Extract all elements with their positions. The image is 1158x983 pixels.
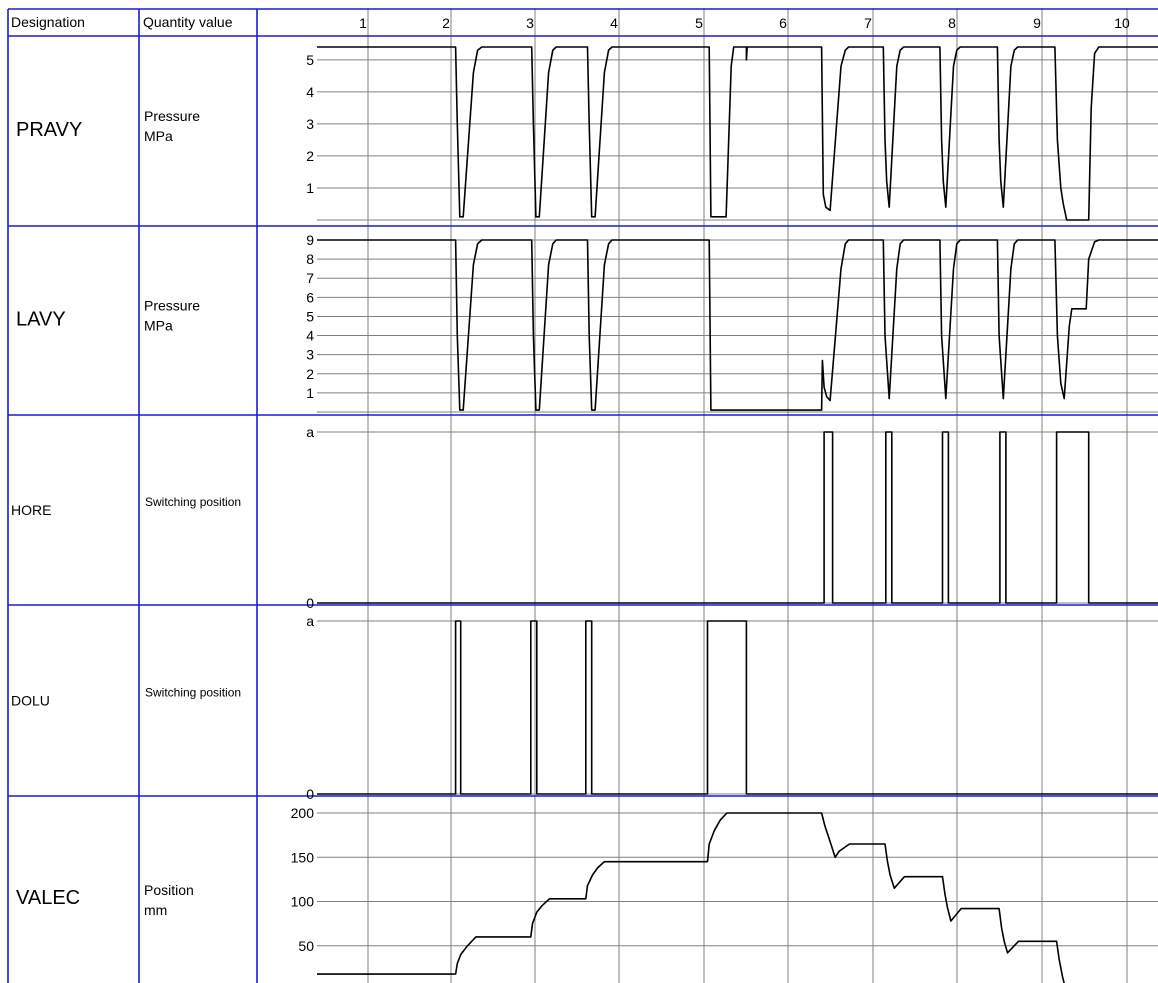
step-label-3: 3 xyxy=(526,15,534,31)
quantity-valec-mm: mm xyxy=(144,902,167,918)
table-frame xyxy=(7,8,1158,983)
step-label-6: 6 xyxy=(779,15,787,31)
grid-lines xyxy=(317,8,1158,983)
designation-lavy: LAVY xyxy=(16,309,66,331)
tick-pravy-5: 5 xyxy=(306,52,314,68)
designation-dolu: DOLU xyxy=(11,693,50,709)
tick-dolu-0: 0 xyxy=(306,786,314,802)
tick-dolu-a: a xyxy=(306,613,314,629)
tick-lavy-8: 8 xyxy=(306,251,314,267)
labels: Designation Quantity value 1 2 3 4 5 6 7 8 9 10PR… xyxy=(11,14,1130,954)
tick-hore-a: a xyxy=(306,424,314,440)
quantity-valec-position: Position xyxy=(144,882,194,898)
tick-valec-150: 150 xyxy=(291,849,315,865)
tick-valec-200: 200 xyxy=(291,805,315,821)
quantity-pravy-mpa: MPa xyxy=(144,128,173,144)
signal-traces xyxy=(317,46,1158,983)
tick-pravy-1: 1 xyxy=(306,180,314,196)
step-label-2: 2 xyxy=(442,15,450,31)
designation-valec: VALEC xyxy=(16,887,80,909)
tick-pravy-2: 2 xyxy=(306,148,314,164)
tick-lavy-9: 9 xyxy=(306,232,314,248)
step-label-5: 5 xyxy=(695,15,703,31)
header-quantity-value: Quantity value xyxy=(143,14,233,30)
header-designation: Designation xyxy=(11,14,85,30)
tick-lavy-6: 6 xyxy=(306,289,314,305)
step-label-1: 1 xyxy=(359,15,367,31)
quantity-lavy-mpa: MPa xyxy=(144,318,173,334)
quantity-dolu-switching-position: Switching position xyxy=(145,686,241,700)
tick-lavy-2: 2 xyxy=(306,366,314,382)
quantity-hore-switching-position: Switching position xyxy=(145,495,241,509)
tick-pravy-3: 3 xyxy=(306,116,314,132)
step-label-9: 9 xyxy=(1033,15,1041,31)
step-label-8: 8 xyxy=(948,15,956,31)
quantity-lavy-pressure: Pressure xyxy=(144,298,200,314)
designation-hore: HORE xyxy=(11,502,51,518)
quantity-pravy-pressure: Pressure xyxy=(144,108,200,124)
trace-valec xyxy=(317,812,1065,983)
trace-dolu xyxy=(317,620,1158,795)
trace-lavy xyxy=(317,239,1158,411)
tick-pravy-4: 4 xyxy=(306,84,314,100)
tick-valec-50: 50 xyxy=(298,938,314,954)
trace-pravy xyxy=(317,46,1158,221)
trace-hore xyxy=(317,431,1158,604)
tick-lavy-3: 3 xyxy=(306,347,314,363)
step-label-4: 4 xyxy=(610,15,618,31)
step-label-7: 7 xyxy=(864,15,872,31)
tick-hore-0: 0 xyxy=(306,595,314,611)
designation-pravy: PRAVY xyxy=(16,119,82,141)
step-label-10: 10 xyxy=(1114,15,1130,31)
tick-lavy-7: 7 xyxy=(306,270,314,286)
tick-lavy-4: 4 xyxy=(306,328,314,344)
tick-lavy-5: 5 xyxy=(306,308,314,324)
tick-lavy-1: 1 xyxy=(306,385,314,401)
tick-valec-100: 100 xyxy=(291,894,315,910)
